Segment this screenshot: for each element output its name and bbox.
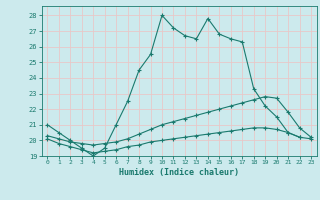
X-axis label: Humidex (Indice chaleur): Humidex (Indice chaleur): [119, 168, 239, 177]
